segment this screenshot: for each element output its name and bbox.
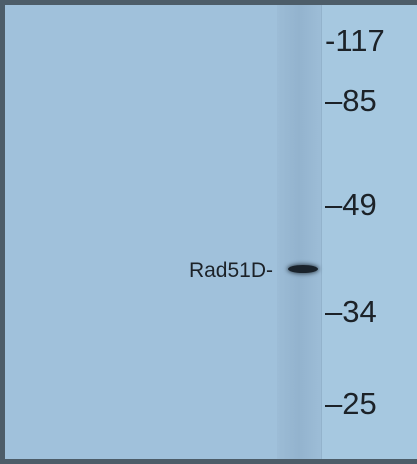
band-label: Rad51D- xyxy=(189,259,273,283)
page: Rad51D- -117 –85 –49 –34 –25 (() => { co… xyxy=(0,0,417,464)
membrane xyxy=(5,5,322,459)
marker-label: –34 xyxy=(325,296,377,327)
marker-label: –49 xyxy=(325,189,377,220)
marker-label: –85 xyxy=(325,85,377,116)
band xyxy=(288,265,318,273)
lane xyxy=(277,5,321,459)
marker-label: –25 xyxy=(325,388,377,419)
western-blot: Rad51D- -117 –85 –49 –34 –25 xyxy=(0,0,417,464)
marker-label: -117 xyxy=(325,25,385,56)
